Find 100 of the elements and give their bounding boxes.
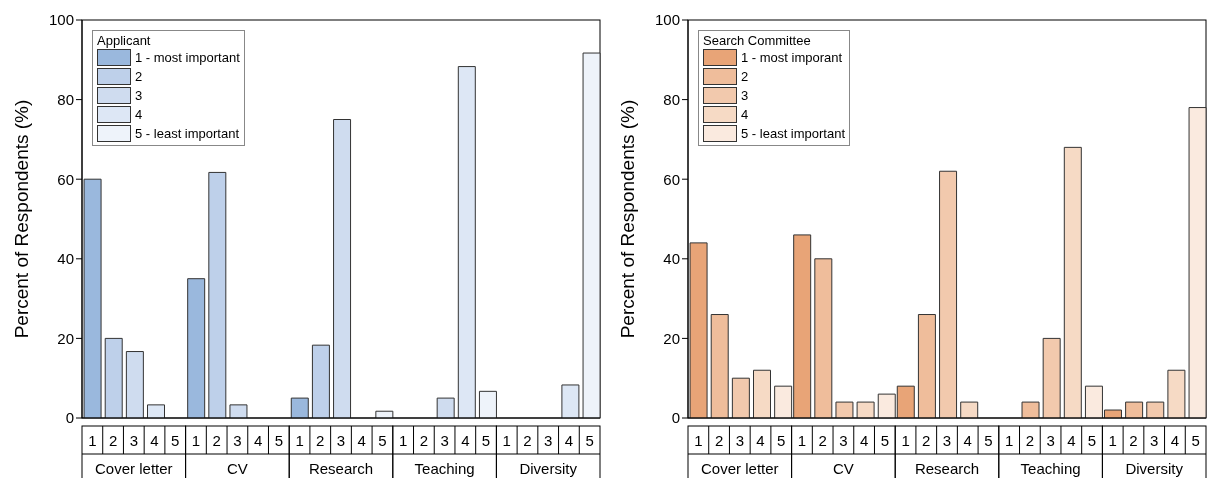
text: 2: [922, 432, 931, 449]
bar: [960, 401, 979, 418]
y-tick-label: 80: [57, 90, 74, 108]
text: 3: [839, 432, 848, 449]
text: 4: [564, 432, 574, 449]
bar: [561, 384, 580, 418]
legend-label: 3: [135, 88, 143, 103]
x-tick-label: CV: [226, 460, 248, 477]
bar: [104, 337, 123, 418]
bar: [731, 377, 750, 418]
x-tick-label: Cover letter: [701, 460, 779, 477]
y-tick-label: 60: [663, 170, 680, 188]
legend-label: 3: [741, 88, 749, 103]
text: 5: [481, 432, 491, 449]
text: 1: [295, 432, 304, 449]
bar: [1021, 401, 1040, 418]
y-tick-label: 0: [65, 409, 74, 427]
text: 2: [316, 432, 325, 449]
legend-label: 4: [135, 107, 143, 122]
bar: [1146, 401, 1165, 418]
text: 1: [1108, 432, 1117, 449]
legend-label: 5 - least important: [135, 126, 240, 141]
y-tick-label: 100: [48, 11, 74, 29]
legend-label: 4: [741, 107, 749, 122]
legend-label: 2: [741, 69, 749, 84]
bar: [689, 242, 708, 418]
text: 3: [544, 432, 553, 449]
bar: [814, 258, 833, 418]
text: 1: [694, 432, 703, 449]
x-tick-label: Teaching: [414, 460, 475, 477]
text: 1: [797, 432, 807, 449]
text: 3: [942, 432, 952, 449]
text: 2: [419, 432, 429, 449]
text: 4: [756, 432, 765, 449]
bar: [83, 178, 102, 418]
bar: [290, 397, 309, 418]
text: 4: [1170, 432, 1180, 449]
text: 1: [901, 432, 910, 449]
bar: [1125, 401, 1144, 418]
text: 3: [735, 432, 744, 449]
text: 4: [253, 432, 263, 449]
legend-label: 1 - most important: [135, 50, 240, 65]
bar: [1167, 369, 1186, 418]
text: 5: [777, 432, 786, 449]
text: 5: [1191, 432, 1200, 449]
bar: [753, 369, 771, 418]
text: 5: [378, 432, 387, 449]
x-tick-label: Cover letter: [95, 460, 173, 477]
bar: [208, 171, 227, 418]
y-tick-label: 40: [663, 250, 680, 268]
bar: [125, 351, 144, 418]
bar: [1063, 146, 1082, 418]
bar: [917, 314, 936, 418]
bar: [147, 404, 165, 418]
text: 3: [440, 432, 449, 449]
text: 5: [984, 432, 993, 449]
bar: [1188, 107, 1207, 418]
text: 2: [818, 432, 827, 449]
bar: [835, 401, 854, 418]
bar: [856, 401, 875, 418]
text: 2: [523, 432, 532, 449]
y-tick-label: 80: [663, 90, 680, 108]
text: 2: [108, 432, 118, 449]
text: 4: [357, 432, 366, 449]
legend-title: Applicant: [97, 33, 152, 48]
legend-label: 5 - least important: [741, 126, 846, 141]
text: 5: [1087, 432, 1097, 449]
y-axis-title: Percent of Respondents (%): [617, 99, 638, 339]
bar: [582, 52, 601, 418]
y-tick-label: 60: [57, 170, 74, 188]
legend-label: 2: [135, 69, 143, 84]
text: 3: [1046, 432, 1055, 449]
text: 1: [191, 432, 201, 449]
x-tick-label: Diversity: [1125, 460, 1184, 477]
text: 4: [1067, 432, 1076, 449]
text: 2: [212, 432, 221, 449]
text: 3: [336, 432, 346, 449]
text: 4: [963, 432, 972, 449]
text: 3: [129, 432, 138, 449]
x-tick-label: Research: [914, 460, 980, 477]
text: 3: [1150, 432, 1159, 449]
text: 2: [714, 432, 724, 449]
x-tick-label: Teaching: [1020, 460, 1081, 477]
text: 4: [150, 432, 159, 449]
text: 4: [859, 432, 869, 449]
x-tick-label: Research: [308, 460, 374, 477]
text: 1: [502, 432, 511, 449]
bar: [1042, 337, 1061, 418]
text: 1: [398, 432, 408, 449]
text: 2: [1025, 432, 1035, 449]
text: 5: [585, 432, 594, 449]
bar: [457, 66, 476, 418]
text: 3: [233, 432, 242, 449]
bar: [187, 278, 206, 418]
text: 5: [274, 432, 284, 449]
bar: [478, 390, 497, 418]
bar: [229, 404, 248, 418]
y-tick-label: 100: [654, 11, 680, 29]
y-tick-label: 40: [57, 250, 74, 268]
text: 1: [88, 432, 97, 449]
